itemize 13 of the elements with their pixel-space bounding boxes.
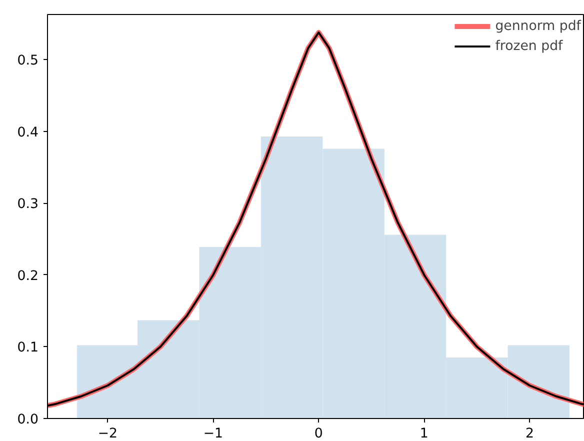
x-tick-label: 0 bbox=[314, 426, 323, 441]
x-tick-label: 1 bbox=[420, 426, 428, 441]
y-tick-label: 0.1 bbox=[17, 340, 39, 356]
y-tick-label: 0.0 bbox=[17, 412, 39, 428]
y-tick-label: 0.2 bbox=[17, 268, 39, 284]
y-tick-label: 0.5 bbox=[17, 54, 39, 69]
x-tick-label: 2 bbox=[525, 426, 534, 441]
x-tick-label: −2 bbox=[98, 426, 118, 441]
legend-label: gennorm pdf bbox=[495, 18, 581, 34]
x-tick-label: −1 bbox=[203, 426, 223, 441]
legend-label: frozen pdf bbox=[495, 38, 563, 54]
y-tick-label: 0.3 bbox=[17, 197, 39, 212]
y-tick-label: 0.4 bbox=[17, 125, 39, 140]
